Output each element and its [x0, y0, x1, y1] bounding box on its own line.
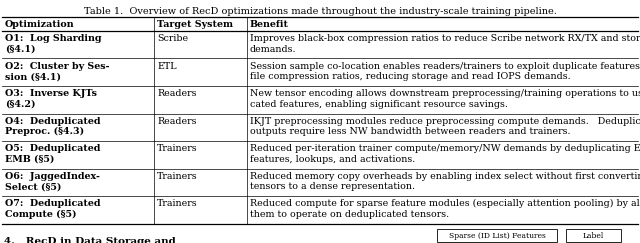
Text: O7:  Deduplicated
Compute (§5): O7: Deduplicated Compute (§5) — [5, 199, 100, 219]
Text: Reduced per-iteration trainer compute/memory/NW demands by deduplicating EMB
fea: Reduced per-iteration trainer compute/me… — [250, 144, 640, 164]
Text: Reduced compute for sparse feature modules (especially attention pooling) by all: Reduced compute for sparse feature modul… — [250, 199, 640, 219]
Text: Trainers: Trainers — [157, 144, 198, 153]
Text: Readers: Readers — [157, 116, 196, 125]
Text: Readers: Readers — [157, 89, 196, 98]
Text: 4.   RecD in Data Storage and: 4. RecD in Data Storage and — [4, 237, 176, 243]
Text: Reduced memory copy overheads by enabling index select without first converting : Reduced memory copy overheads by enablin… — [250, 172, 640, 191]
Text: Improves black-box compression ratios to reduce Scribe network RX/TX and storage: Improves black-box compression ratios to… — [250, 34, 640, 54]
Text: Session sample co-location enables readers/trainers to exploit duplicate feature: Session sample co-location enables reade… — [250, 61, 640, 81]
Text: O1:  Log Sharding
(§4.1): O1: Log Sharding (§4.1) — [5, 34, 102, 54]
Text: IKJT preprocessing modules reduce preprocessing compute demands.   Deduplicated
: IKJT preprocessing modules reduce prepro… — [250, 116, 640, 136]
Text: Sparse (ID List) Features: Sparse (ID List) Features — [449, 232, 545, 240]
Text: Optimization: Optimization — [5, 20, 75, 29]
Text: O4:  Deduplicated
Preproc. (§4.3): O4: Deduplicated Preproc. (§4.3) — [5, 116, 100, 136]
Bar — [566, 229, 621, 242]
Bar — [437, 229, 557, 242]
Text: Benefit: Benefit — [250, 20, 289, 29]
Text: ETL: ETL — [157, 61, 177, 70]
Text: O6:  JaggedIndex-
Select (§5): O6: JaggedIndex- Select (§5) — [5, 172, 100, 191]
Text: Label: Label — [583, 232, 604, 240]
Text: Target System: Target System — [157, 20, 233, 29]
Text: O3:  Inverse KJTs
(§4.2): O3: Inverse KJTs (§4.2) — [5, 89, 97, 109]
Text: Table 1.  Overview of RecD optimizations made throughout the industry-scale trai: Table 1. Overview of RecD optimizations … — [84, 7, 556, 16]
Text: Scribe: Scribe — [157, 34, 188, 43]
Text: Trainers: Trainers — [157, 199, 198, 208]
Text: O5:  Deduplicated
EMB (§5): O5: Deduplicated EMB (§5) — [5, 144, 100, 164]
Text: Trainers: Trainers — [157, 172, 198, 181]
Text: New tensor encoding allows downstream preprocessing/training operations to use d: New tensor encoding allows downstream pr… — [250, 89, 640, 109]
Text: O2:  Cluster by Ses-
sion (§4.1): O2: Cluster by Ses- sion (§4.1) — [5, 61, 109, 81]
